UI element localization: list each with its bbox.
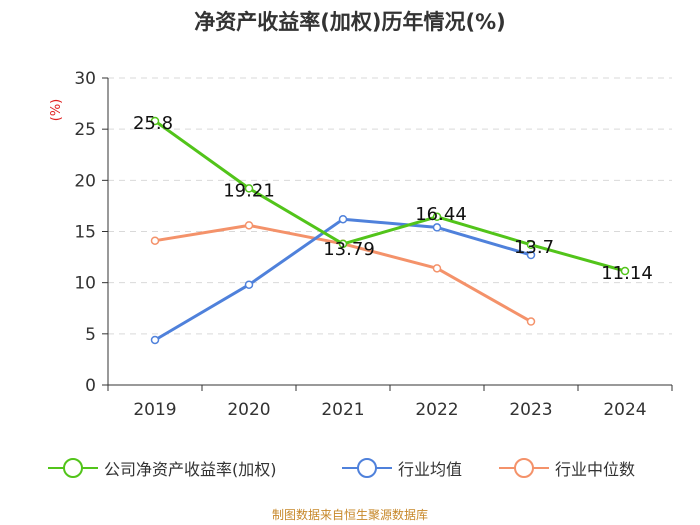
data-point xyxy=(150,116,160,126)
y-tick-label: 15 xyxy=(74,223,96,243)
y-tick-label: 10 xyxy=(74,274,96,294)
data-point xyxy=(432,264,442,273)
legend-label-company-roe: 公司净资产收益率(加权) xyxy=(104,460,277,479)
data-point xyxy=(526,240,536,250)
y-tick-label: 25 xyxy=(74,120,96,140)
data-point xyxy=(150,335,160,345)
x-tick-label: 2022 xyxy=(415,400,458,420)
legend-item-industry-median[interactable]: 行业中位数 xyxy=(499,455,635,481)
data-point xyxy=(526,250,536,260)
data-label: 13.79 xyxy=(323,239,375,260)
x-tick-label: 2023 xyxy=(509,400,552,420)
y-tick-label: 20 xyxy=(74,171,96,191)
legend-item-industry-mean[interactable]: 行业均值 xyxy=(342,455,462,481)
series-line xyxy=(153,119,627,273)
data-point xyxy=(432,223,442,232)
data-point xyxy=(338,214,348,224)
data-point xyxy=(620,266,630,276)
data-point xyxy=(338,239,348,249)
data-point xyxy=(244,184,254,193)
series-line xyxy=(153,217,533,342)
x-tick-label: 2021 xyxy=(321,400,364,420)
data-label: 11.14 xyxy=(601,263,653,284)
x-tick-label: 2019 xyxy=(133,400,176,420)
source-note: 制图数据来自恒生聚源数据库 xyxy=(271,508,428,522)
legend-label-industry-median: 行业中位数 xyxy=(555,460,636,479)
legend-marker-industry-mean xyxy=(342,458,392,478)
data-point xyxy=(432,212,442,222)
data-point xyxy=(150,236,160,245)
data-point xyxy=(244,221,254,230)
legend-item-company-roe[interactable]: 公司净资产收益率(加权) xyxy=(48,455,277,481)
data-label: 19.21 xyxy=(223,180,275,201)
data-point xyxy=(244,280,254,289)
x-tick-label: 2020 xyxy=(227,400,270,420)
y-tick-label: 0 xyxy=(85,376,96,396)
y-tick-label: 30 xyxy=(74,69,96,89)
y-axis-label: (%) xyxy=(49,99,64,122)
data-point xyxy=(526,317,536,326)
data-label: 13.7 xyxy=(514,237,554,258)
legend-label-industry-mean: 行业均值 xyxy=(398,460,463,479)
y-tick-label: 5 xyxy=(85,325,96,345)
chart-title: 净资产收益率(加权)历年情况(%) xyxy=(194,10,506,34)
data-label: 25.8 xyxy=(133,113,173,134)
legend-marker-industry-median xyxy=(499,458,549,478)
x-tick-label: 2024 xyxy=(603,400,646,420)
data-label: 16.44 xyxy=(415,204,467,225)
legend-marker-company-roe xyxy=(48,458,98,478)
